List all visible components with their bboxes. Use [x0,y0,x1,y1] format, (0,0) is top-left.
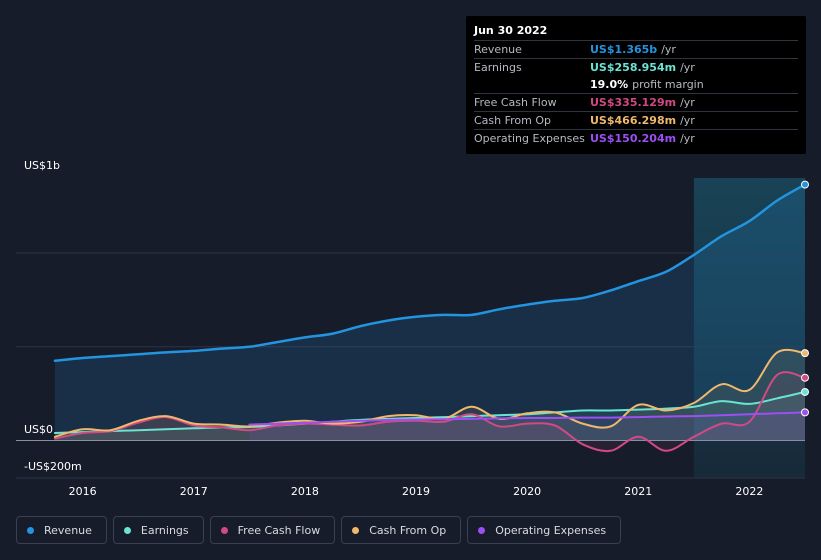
tooltip-row-free-cash-flow: Free Cash Flow US$335.129m /yr [474,93,798,111]
earnings-end-point[interactable] [801,387,809,396]
x-tick-label-2020: 2020 [513,485,541,498]
revenue-line [53,183,807,363]
legend-item-free-cash-flow[interactable]: Free Cash Flow [209,516,336,544]
tooltip-unit: /yr [680,96,695,109]
legend-item-cash-from-op[interactable]: Cash From Op [341,516,462,544]
cash-from-op-line [53,348,806,438]
tooltip-row-revenue: Revenue US$1.365b /yr [474,40,798,58]
x-tick-label-2022: 2022 [735,485,763,498]
profit-margin-value: 19.0% [590,78,629,91]
tooltip-unit: /yr [680,61,695,74]
legend-item-revenue[interactable]: Revenue [16,516,107,544]
profit-margin-text: profit margin [632,78,704,91]
cash-from-op-end-point[interactable] [801,349,809,358]
revenue-end-point[interactable] [801,180,809,189]
free-cash-flow-area [54,372,805,452]
legend-label: Operating Expenses [495,523,607,537]
tooltip-value: US$1.365b [590,43,658,56]
legend-label: Earnings [140,523,189,537]
tooltip-row-profit-margin: 19.0% profit margin [474,76,798,93]
tooltip-label: Earnings [474,61,522,74]
tooltip-unit: /yr [680,132,695,145]
free-cash-flow-end-point[interactable] [801,373,809,382]
legend-label: Cash From Op [369,523,447,537]
operating-expenses-area [249,412,805,441]
tooltip-value: US$258.954m [590,61,677,74]
legend: Revenue Earnings Free Cash Flow Cash Fro… [16,516,622,546]
y-axis-zero-label: US$0 [24,423,54,436]
tooltip-unit: /yr [661,43,676,56]
x-tick-label-2019: 2019 [402,485,430,498]
tooltip-label: Revenue [474,43,522,56]
tooltip-row-earnings: Earnings US$258.954m /yr [474,58,798,76]
y-axis-bottom-label: -US$200m [24,460,82,473]
free-cash-flow-line [53,371,806,453]
earnings-area [54,391,805,441]
operating-expenses-line [248,411,806,426]
tooltip-value: US$335.129m [590,96,677,109]
x-tick-label-2021: 2021 [624,485,652,498]
tooltip-label: Operating Expenses [474,132,585,145]
legend-label: Revenue [44,523,92,537]
revenue-dot-icon [27,526,34,534]
revenue-area [54,184,805,441]
operating-expenses-dot-icon [478,526,486,534]
legend-item-operating-expenses[interactable]: Operating Expenses [467,516,622,544]
legend-label: Free Cash Flow [237,523,321,537]
x-tick-label-2016: 2016 [69,485,97,498]
tooltip-value: US$150.204m [590,132,677,145]
tooltip-value: US$466.298m [590,114,677,127]
tooltip-row-cash-from-op: Cash From Op US$466.298m /yr [474,111,798,129]
tooltip-unit: /yr [680,114,695,127]
cash-from-op-dot-icon [352,526,360,534]
x-tick-label-2018: 2018 [291,485,319,498]
x-tick-label-2017: 2017 [180,485,208,498]
tooltip-label: Cash From Op [474,114,552,127]
tooltip-date: Jun 30 2022 [474,24,548,37]
tooltip-row-operating-expenses: Operating Expenses US$150.204m /yr [474,129,798,147]
tooltip-label: Free Cash Flow [474,96,557,109]
y-axis-top-label: US$1b [24,159,61,172]
free-cash-flow-dot-icon [220,526,228,534]
earnings-dot-icon [123,526,131,534]
operating-expenses-end-point[interactable] [801,408,809,417]
legend-item-earnings[interactable]: Earnings [112,516,204,544]
tooltip: Jun 30 2022 Revenue US$1.365b /yr Earnin… [466,16,806,154]
